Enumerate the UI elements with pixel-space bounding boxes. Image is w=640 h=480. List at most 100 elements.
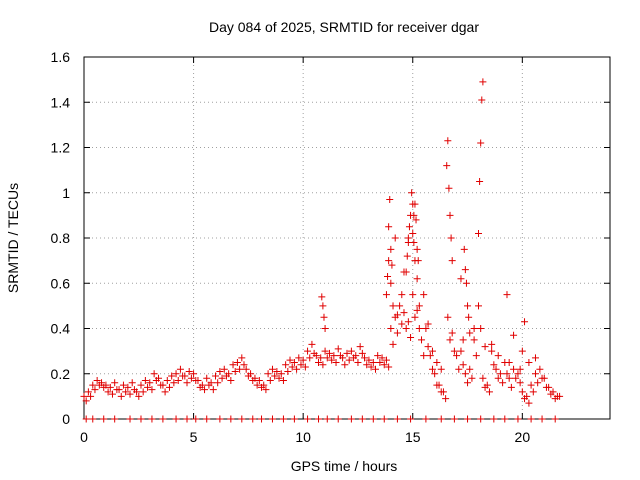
data-point	[361, 354, 369, 362]
data-point	[240, 361, 248, 369]
data-point	[203, 374, 211, 382]
data-point	[293, 365, 301, 373]
data-point	[446, 336, 454, 344]
data-point	[389, 302, 397, 310]
data-point	[336, 352, 344, 360]
data-point	[218, 374, 226, 382]
data-point	[525, 399, 533, 407]
data-point	[418, 336, 426, 344]
data-point	[518, 347, 526, 355]
data-point	[89, 381, 97, 389]
data-point	[275, 374, 283, 382]
data-point	[108, 390, 116, 398]
y-tick-label: 0	[62, 411, 70, 427]
data-point	[192, 415, 200, 423]
data-point	[111, 379, 119, 387]
data-point	[398, 320, 406, 328]
data-point	[437, 388, 445, 396]
data-point	[459, 361, 467, 369]
data-point	[106, 383, 114, 391]
data-point	[391, 234, 399, 242]
data-point	[216, 367, 224, 375]
x-tick-label: 20	[515, 429, 531, 445]
data-point	[201, 386, 209, 394]
data-point	[494, 352, 502, 360]
data-point	[350, 354, 358, 362]
data-point	[172, 370, 180, 378]
y-ticks: 0 0.2 0.4 0.6 0.8 1 1.2 1.4 1.6	[51, 49, 610, 427]
data-point	[461, 266, 469, 274]
data-point	[258, 383, 266, 391]
data-point	[446, 211, 454, 219]
data-point	[488, 347, 496, 355]
data-point	[516, 365, 524, 373]
data-point	[516, 379, 524, 387]
data-point	[95, 381, 103, 389]
data-point	[268, 415, 276, 423]
data-point	[323, 415, 331, 423]
data-point	[262, 386, 270, 394]
data-point	[476, 177, 484, 185]
data-point	[304, 415, 312, 423]
data-point	[531, 370, 539, 378]
data-point	[271, 372, 279, 380]
data-point	[538, 415, 546, 423]
data-point	[505, 374, 513, 382]
data-point	[128, 379, 136, 387]
data-point	[376, 358, 384, 366]
data-point	[455, 365, 463, 373]
data-point	[249, 377, 257, 385]
data-point	[320, 313, 328, 321]
data-point	[282, 361, 290, 369]
data-point	[238, 354, 246, 362]
data-point	[499, 379, 507, 387]
data-point	[227, 415, 235, 423]
data-point	[521, 395, 529, 403]
data-point	[238, 415, 246, 423]
data-point	[542, 383, 550, 391]
data-point	[445, 184, 453, 192]
data-point	[389, 340, 397, 348]
data-point	[422, 325, 430, 332]
data-point	[159, 415, 167, 423]
data-point	[330, 352, 338, 360]
data-point	[148, 386, 156, 394]
data-point	[424, 320, 432, 328]
data-point	[100, 415, 108, 423]
data-point	[505, 358, 513, 366]
grid-lines	[84, 57, 610, 419]
data-point	[534, 379, 542, 387]
data-point	[420, 352, 428, 360]
data-point	[139, 388, 147, 396]
data-point	[104, 388, 112, 396]
data-point	[443, 162, 451, 170]
data-point	[384, 272, 392, 280]
data-point	[413, 275, 421, 283]
y-tick-label: 1.2	[51, 140, 71, 156]
data-point	[462, 279, 470, 287]
data-point	[332, 358, 340, 366]
data-point	[428, 347, 436, 355]
data-point	[363, 361, 371, 369]
data-point	[113, 386, 121, 394]
data-point	[411, 313, 419, 321]
data-point	[404, 318, 412, 326]
data-point	[185, 367, 193, 375]
data-point	[174, 377, 182, 385]
data-point	[551, 415, 559, 423]
data-point	[345, 356, 353, 364]
data-point	[126, 390, 134, 398]
data-point	[80, 392, 88, 400]
data-point	[148, 415, 156, 423]
data-point	[470, 336, 478, 344]
data-point	[163, 377, 171, 385]
data-point	[203, 415, 211, 423]
data-point	[301, 363, 309, 371]
data-point	[380, 415, 388, 423]
chart-title: Day 084 of 2025, SRMTID for receiver dga…	[209, 19, 479, 35]
data-point	[472, 352, 480, 360]
data-point	[266, 377, 274, 385]
x-tick-label: 5	[190, 429, 198, 445]
data-point	[457, 275, 465, 283]
data-point	[190, 370, 198, 378]
